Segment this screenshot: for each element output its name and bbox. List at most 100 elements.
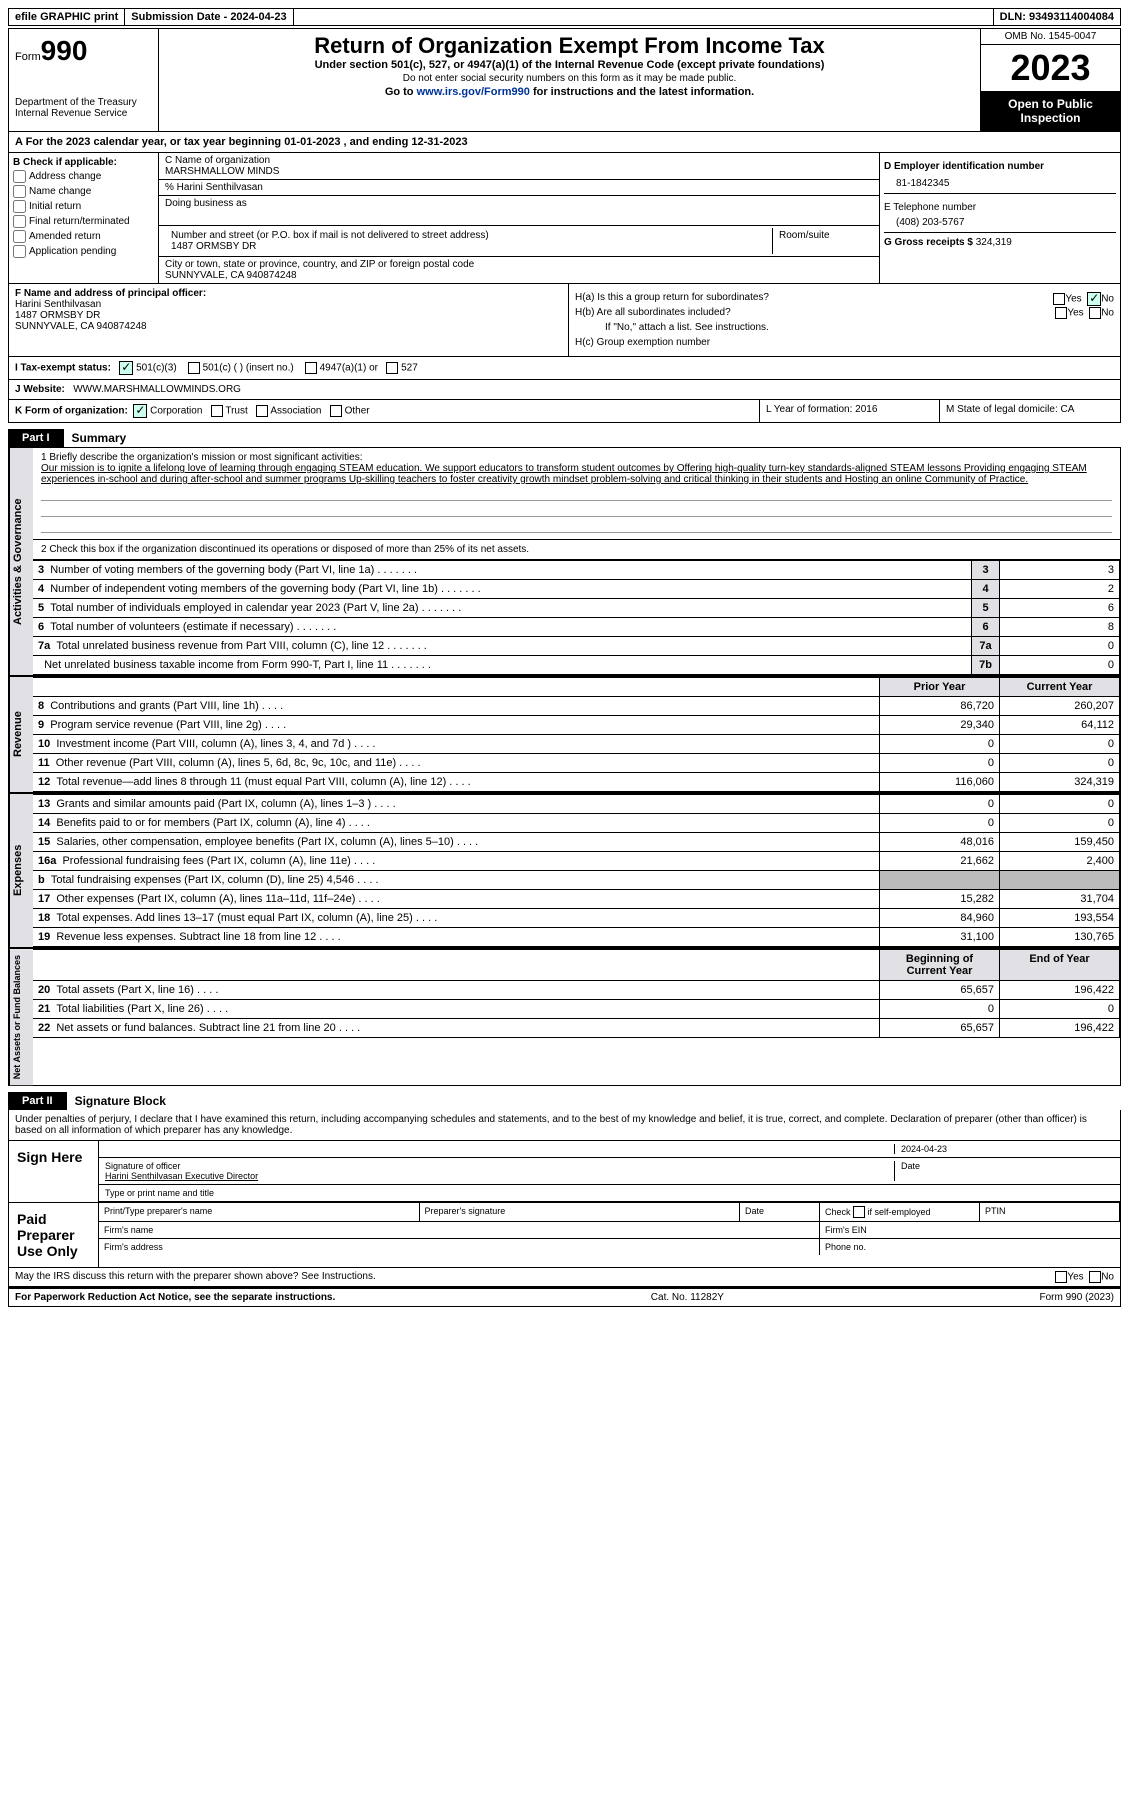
sig-type-label: Type or print name and title [99,1185,1120,1202]
cb-self-employed[interactable] [853,1206,865,1218]
beg-year-hdr: Beginning of Current Year [880,950,1000,981]
table-row: 13 Grants and similar amounts paid (Part… [33,795,1120,814]
prep-check-label: Check if self-employed [820,1203,980,1222]
ha-yes[interactable] [1053,293,1065,305]
summary-netassets: Net Assets or Fund Balances Beginning of… [8,948,1121,1086]
hb-no[interactable] [1089,307,1101,319]
irs-url[interactable]: www.irs.gov/Form990 [417,86,530,98]
line2: 2 Check this box if the organization dis… [33,540,1120,560]
part2-header: Part II Signature Block [8,1092,1121,1110]
dept-treasury: Department of the Treasury Internal Reve… [15,97,152,119]
dba-label: Doing business as [159,196,879,226]
part2-title: Signature Block [75,1094,166,1108]
side-net: Net Assets or Fund Balances [9,949,33,1085]
hb-note: If "No," attach a list. See instructions… [605,322,1114,333]
end-year-hdr: End of Year [1000,950,1120,981]
efile-print[interactable]: efile GRAPHIC print [9,9,125,25]
paid-preparer: Paid Preparer Use Only [9,1203,99,1267]
ein-value: 81-1842345 [896,178,1116,189]
open-inspection: Open to Public Inspection [981,91,1120,131]
city-label: City or town, state or province, country… [165,259,873,270]
table-row: 22 Net assets or fund balances. Subtract… [33,1019,1120,1038]
prep-sig-label: Preparer's signature [420,1203,741,1222]
col-b-label: B Check if applicable: [13,157,154,168]
omb-number: OMB No. 1545-0047 [981,29,1120,45]
cb-final-return[interactable]: Final return/terminated [13,215,154,228]
prior-year-hdr: Prior Year [880,678,1000,697]
table-row: 6 Total number of volunteers (estimate i… [33,618,1120,637]
side-revenue: Revenue [9,677,33,792]
prep-name-label: Print/Type preparer's name [99,1203,420,1222]
cb-amended[interactable]: Amended return [13,230,154,243]
part1-header: Part I Summary [8,429,1121,447]
phone-label: E Telephone number [884,202,1116,213]
prep-ptin-label: PTIN [980,1203,1120,1222]
ha-no[interactable] [1087,292,1101,306]
table-row: 18 Total expenses. Add lines 13–17 (must… [33,909,1120,928]
cb-app-pending[interactable]: Application pending [13,245,154,258]
perjury-decl: Under penalties of perjury, I declare th… [9,1110,1120,1141]
cb-501c[interactable] [188,362,200,374]
summary-activities: Activities & Governance 1 Briefly descri… [8,447,1121,676]
discuss-text: May the IRS discuss this return with the… [15,1271,376,1283]
care-of: % Harini Senthilvasan [159,180,879,196]
form-prefix: Form [15,51,41,63]
goto-link: Go to www.irs.gov/Form990 for instructio… [167,86,972,98]
hb-yes[interactable] [1055,307,1067,319]
hc-label: H(c) Group exemption number [575,337,1114,348]
gross-label: G Gross receipts $ [884,237,973,248]
mission-text: Our mission is to ignite a lifelong love… [41,463,1112,485]
sig-date: 2024-04-23 [894,1144,1114,1154]
cb-corp[interactable] [133,404,147,418]
prep-date-label: Date [740,1203,820,1222]
signature-block: Under penalties of perjury, I declare th… [8,1110,1121,1268]
table-row: 17 Other expenses (Part IX, column (A), … [33,890,1120,909]
cb-other[interactable] [330,405,342,417]
col-c-org-info: C Name of organization MARSHMALLOW MINDS… [159,153,880,283]
revenue-table: Prior YearCurrent Year 8 Contributions a… [33,677,1120,792]
netassets-table: Beginning of Current YearEnd of Year 20 … [33,949,1120,1038]
cb-address-change[interactable]: Address change [13,170,154,183]
hb-label: H(b) Are all subordinates included? [575,307,731,318]
current-year-hdr: Current Year [1000,678,1120,697]
topbar: efile GRAPHIC print Submission Date - 20… [8,8,1121,26]
sig-officer-label: Signature of officer [105,1161,894,1171]
j-label: J Website: [15,384,65,395]
ein-label: D Employer identification number [884,161,1116,172]
table-row: 14 Benefits paid to or for members (Part… [33,814,1120,833]
table-row: 9 Program service revenue (Part VIII, li… [33,716,1120,735]
form-header: Form990 Department of the Treasury Inter… [8,28,1121,132]
summary-expenses: Expenses 13 Grants and similar amounts p… [8,793,1121,948]
tax-exempt-row: I Tax-exempt status: 501(c)(3) 501(c) ( … [8,357,1121,380]
cb-527[interactable] [386,362,398,374]
summary-revenue: Revenue Prior YearCurrent Year 8 Contrib… [8,676,1121,793]
officer-addr1: 1487 ORMSBY DR [15,310,562,321]
street: 1487 ORMSBY DR [171,241,766,252]
officer-label: F Name and address of principal officer: [15,288,562,299]
part1-title: Summary [72,431,127,445]
discuss-no[interactable] [1089,1271,1101,1283]
org-name: MARSHMALLOW MINDS [165,166,873,177]
cb-assoc[interactable] [256,405,268,417]
tax-year: 2023 [981,45,1120,91]
discuss-row: May the IRS discuss this return with the… [8,1268,1121,1287]
identification-grid: B Check if applicable: Address change Na… [8,153,1121,284]
sig-officer: Harini Senthilvasan Executive Director [105,1171,894,1181]
officer-name: Harini Senthilvasan [15,299,562,310]
form-number: 990 [41,35,88,66]
cb-name-change[interactable]: Name change [13,185,154,198]
firm-ein-label: Firm's EIN [820,1222,1120,1239]
col-d-info: D Employer identification number 81-1842… [880,153,1120,283]
year-formation: L Year of formation: 2016 [760,400,940,422]
section-a-dates: A For the 2023 calendar year, or tax yea… [8,132,1121,153]
cat-no: Cat. No. 11282Y [651,1292,724,1303]
firm-addr-label: Firm's address [99,1239,820,1255]
cb-501c3[interactable] [119,361,133,375]
cb-initial-return[interactable]: Initial return [13,200,154,213]
cb-4947[interactable] [305,362,317,374]
cb-trust[interactable] [211,405,223,417]
table-row: 10 Investment income (Part VIII, column … [33,735,1120,754]
org-name-label: C Name of organization [165,155,873,166]
discuss-yes[interactable] [1055,1271,1067,1283]
mission-label: 1 Briefly describe the organization's mi… [41,452,1112,463]
